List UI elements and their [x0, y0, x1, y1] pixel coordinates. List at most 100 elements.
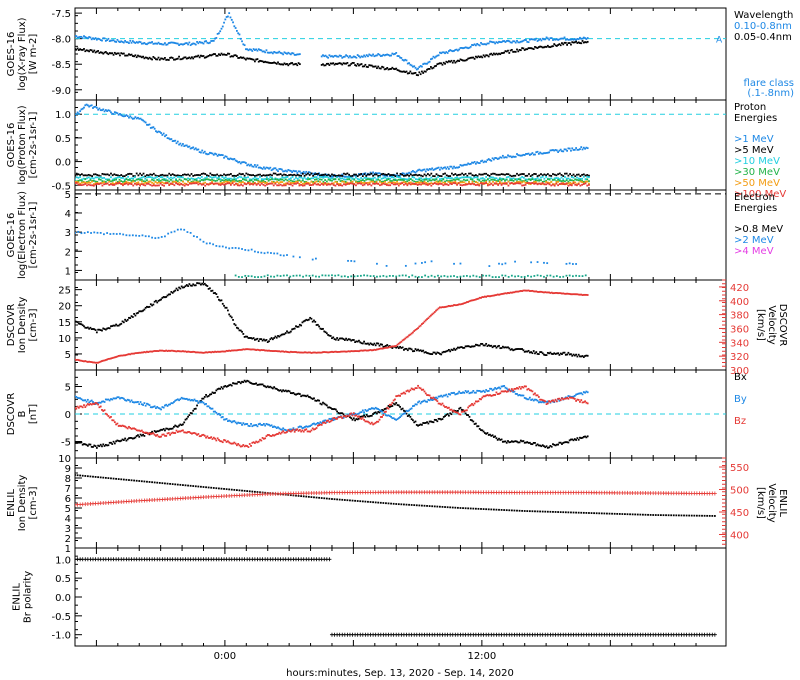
data-point	[545, 445, 548, 448]
data-point	[176, 176, 179, 178]
data-point	[124, 40, 127, 42]
data-point	[531, 152, 534, 154]
data-point	[440, 166, 443, 169]
data-point	[456, 303, 459, 306]
data-point	[430, 260, 433, 263]
data-point	[83, 325, 85, 328]
data-point	[550, 352, 553, 355]
data-point	[264, 385, 267, 388]
data-point	[507, 440, 509, 442]
data-point	[493, 182, 496, 185]
data-point	[286, 176, 289, 178]
data-point	[337, 184, 340, 187]
data-point	[333, 418, 336, 421]
data-point	[563, 148, 566, 151]
data-point	[102, 327, 105, 330]
data-point	[462, 184, 465, 186]
data-point	[170, 176, 172, 179]
data-point	[111, 357, 114, 359]
data-point	[415, 349, 418, 352]
data-point	[522, 349, 525, 352]
data-point	[374, 54, 377, 57]
data-point	[404, 410, 407, 413]
data-point	[409, 172, 412, 175]
data-point	[317, 180, 320, 183]
data-point	[178, 55, 180, 58]
data-point	[147, 42, 150, 45]
data-point	[85, 360, 88, 363]
data-point	[361, 55, 364, 58]
data-point	[346, 181, 349, 184]
data-point	[184, 418, 187, 421]
data-point	[77, 181, 80, 184]
data-point	[461, 176, 464, 179]
data-point	[519, 154, 522, 157]
data-point	[368, 183, 371, 186]
data-point	[117, 52, 120, 55]
data-point	[504, 173, 506, 176]
data-point	[509, 179, 512, 182]
data-point	[92, 179, 95, 182]
data-point	[205, 152, 207, 155]
data-point	[377, 342, 380, 345]
data-point	[88, 327, 91, 330]
data-point	[250, 423, 252, 425]
data-point	[281, 178, 284, 181]
data-point	[383, 408, 386, 410]
data-point	[110, 441, 112, 444]
data-point	[528, 396, 531, 399]
data-point	[447, 50, 450, 52]
data-point	[490, 52, 493, 55]
data-point	[528, 182, 530, 184]
data-point	[432, 351, 435, 354]
data-point	[424, 62, 427, 65]
data-point	[450, 59, 453, 62]
data-point	[383, 345, 386, 348]
data-point	[99, 109, 102, 112]
data-point	[410, 348, 413, 351]
data-point	[562, 441, 565, 444]
data-point	[291, 176, 294, 178]
data-point	[148, 404, 151, 407]
data-point	[146, 43, 148, 46]
data-point	[174, 42, 177, 44]
data-point	[316, 421, 319, 424]
data-point	[536, 443, 539, 446]
data-point	[244, 58, 247, 61]
data-point	[454, 182, 457, 185]
data-point	[308, 182, 311, 185]
data-point	[119, 113, 121, 115]
data-point	[259, 349, 261, 352]
data-point	[403, 412, 405, 415]
data-point	[182, 397, 184, 400]
data-point	[262, 183, 265, 186]
data-point	[284, 169, 287, 172]
data-point	[588, 180, 590, 183]
data-point	[334, 62, 337, 65]
data-point	[80, 108, 83, 111]
data-point	[138, 40, 141, 43]
data-point	[555, 275, 558, 277]
data-point	[271, 426, 274, 428]
data-point	[85, 36, 88, 39]
y-axis-label-line: GOES-16	[6, 123, 17, 168]
data-point	[519, 439, 522, 442]
data-point	[354, 341, 357, 343]
data-point	[125, 354, 128, 356]
data-point	[151, 430, 153, 433]
data-point	[358, 173, 361, 176]
data-point	[449, 412, 452, 415]
data-point	[302, 320, 305, 323]
data-point	[218, 350, 220, 353]
data-point	[116, 52, 119, 55]
data-point	[215, 411, 218, 414]
data-point	[329, 175, 332, 177]
data-point	[344, 182, 347, 185]
data-point	[418, 400, 421, 403]
data-point	[498, 276, 500, 279]
data-point	[122, 175, 124, 178]
data-point	[138, 310, 141, 313]
data-point	[444, 394, 446, 397]
data-point	[112, 440, 115, 443]
data-point	[310, 397, 313, 400]
